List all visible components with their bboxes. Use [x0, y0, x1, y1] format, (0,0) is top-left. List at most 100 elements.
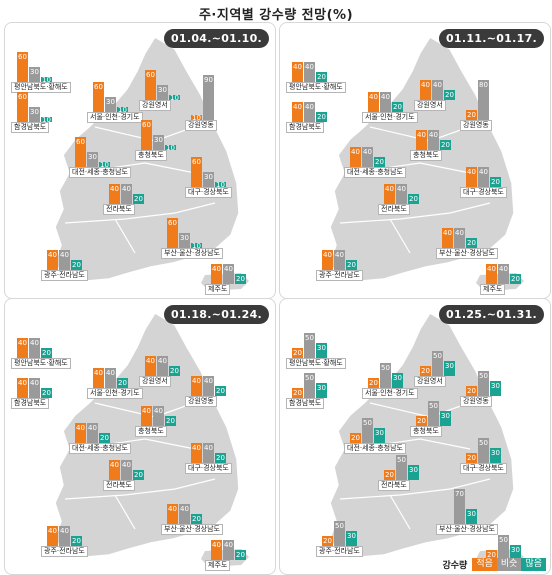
- bar-normal: 30: [153, 135, 164, 150]
- bar-normal: 40: [428, 130, 439, 150]
- bar-above-normal: 20: [117, 378, 128, 388]
- region-label: 전라북도: [103, 204, 135, 215]
- region-forecast: 40 40 20 광주·전라남도: [41, 500, 88, 557]
- region-forecast: 20 50 30 전라북도: [378, 434, 424, 491]
- bar-above-normal: 20: [392, 102, 403, 112]
- bar-normal: 40: [121, 184, 132, 204]
- region-label: 대구·경상북도: [185, 463, 232, 474]
- bar-above-normal: 20: [215, 453, 226, 463]
- bar-normal: 40: [223, 540, 234, 560]
- bar-above-normal: 20: [408, 194, 419, 204]
- bar-above-normal: 20: [440, 140, 451, 150]
- bar-below-normal: 20: [486, 550, 497, 560]
- region-forecast: 40 40 20 충청북도: [410, 104, 456, 161]
- bar-above-normal: 20: [316, 72, 327, 82]
- bar-above-normal: 10: [169, 94, 180, 102]
- region-label: 광주·전라남도: [316, 546, 363, 557]
- region-label: 광주·전라남도: [316, 270, 363, 281]
- region-label: 함경남북도: [286, 398, 325, 409]
- region-forecast: 40 40 20 평안남북도·황해도: [11, 312, 71, 369]
- period-label: 01.25.~01.31.: [438, 305, 544, 324]
- bar-below-normal: 40: [384, 184, 395, 204]
- region-label: 대구·경상북도: [460, 187, 507, 198]
- region-forecast: 20 50 30 강원영동: [460, 350, 506, 407]
- bar-normal: 40: [380, 92, 391, 112]
- bar-above-normal: 20: [71, 260, 82, 270]
- region-forecast: 20 50 30 대구·경상북도: [460, 417, 507, 474]
- forecast-panel: 01.25.~01.31. 20 50 30 평안남북도·황해도 20 50 30 함경남북도 2…: [279, 298, 551, 575]
- legend-normal: 비슷: [496, 558, 522, 571]
- bar-above-normal: 30: [374, 428, 385, 443]
- legend-high: 많음: [521, 558, 546, 571]
- region-forecast: 60 30 10 부산·울산·경상남도: [161, 202, 223, 259]
- bar-above-normal: 20: [165, 416, 176, 426]
- bar-above-normal: 20: [191, 514, 202, 524]
- region-label: 부산·울산·경상남도: [161, 248, 223, 259]
- region-label: 광주·전라남도: [41, 270, 88, 281]
- region-forecast: 40 40 20 강원영동: [185, 350, 231, 407]
- bar-normal: 50: [478, 371, 489, 396]
- bar-normal: 30: [203, 172, 214, 187]
- bar-normal: 30: [87, 152, 98, 167]
- region-label: 강원영동: [460, 120, 492, 131]
- region-label: 충청북도: [135, 150, 167, 161]
- region-label: 서울·인천·경기도: [87, 112, 143, 123]
- bar-above-normal: 30: [490, 381, 501, 396]
- legend-low: 적음: [472, 558, 497, 571]
- bar-above-normal: 20: [41, 388, 52, 398]
- bar-below-normal: 40: [322, 250, 333, 270]
- forecast-panel: 01.04.~01.10. 60 30 10 평안남북도·황해도 60 30 10 함경남북도 6…: [4, 22, 276, 299]
- region-label: 평안남북도·황해도: [11, 82, 71, 93]
- region-forecast: 40 40 20 제주도: [205, 238, 251, 295]
- bar-above-normal: 30: [444, 361, 455, 376]
- bar-normal: 50: [304, 333, 315, 358]
- bar-below-normal: 20: [384, 470, 395, 480]
- bar-normal: 70: [454, 489, 465, 524]
- bar-normal: 40: [105, 368, 116, 388]
- legend: 강수량 적음 비슷 많음: [442, 558, 546, 571]
- bar-above-normal: 10: [41, 76, 52, 84]
- bar-normal: 50: [380, 363, 391, 388]
- bar-below-normal: 20: [466, 110, 477, 120]
- region-forecast: 20 80 강원영동: [460, 74, 506, 131]
- bar-above-normal: 10: [41, 116, 52, 124]
- region-forecast: 60 30 10 강원영서: [139, 54, 185, 111]
- forecast-panel: 01.18.~01.24. 40 40 20 평안남북도·황해도 40 40 20 함경남북도 4…: [4, 298, 276, 575]
- bar-above-normal: 20: [444, 90, 455, 100]
- region-label: 제주도: [205, 284, 231, 295]
- bar-below-normal: 40: [167, 504, 178, 524]
- region-forecast: 40 40 20 함경남북도: [286, 76, 332, 133]
- region-forecast: 40 40 20 전라북도: [103, 158, 149, 215]
- bar-normal: 40: [304, 62, 315, 82]
- bar-below-normal: 40: [211, 540, 222, 560]
- region-label: 부산·울산·경상남도: [161, 524, 223, 535]
- region-forecast: 70 30 부산·울산·경상남도: [436, 478, 498, 535]
- region-forecast: 20 50 30 서울·인천·경기도: [362, 342, 418, 399]
- bar-below-normal: 40: [486, 264, 497, 284]
- bar-above-normal: 30: [510, 545, 521, 560]
- province-border: [114, 218, 136, 254]
- bar-above-normal: 20: [215, 386, 226, 396]
- region-forecast: 60 30 10 평안남북도·황해도: [11, 36, 71, 93]
- bar-above-normal: 30: [440, 411, 451, 426]
- bar-normal: 40: [304, 102, 315, 122]
- region-forecast: 60 30 10 서울·인천·경기도: [87, 66, 143, 123]
- bar-above-normal: 10: [99, 161, 110, 169]
- bar-below-normal: 40: [466, 167, 477, 187]
- bar-above-normal: 20: [510, 274, 521, 284]
- region-forecast: 40 40 20 제주도: [205, 514, 251, 571]
- region-label: 대전·세종·충청남도: [69, 443, 131, 454]
- bar-below-normal: 20: [420, 366, 431, 376]
- bar-normal: 40: [121, 460, 132, 480]
- bar-below-normal: 60: [141, 120, 152, 150]
- bar-below-normal: 40: [191, 376, 202, 396]
- bar-below-normal: 20: [350, 433, 361, 443]
- region-forecast: 40 40 20 전라북도: [103, 434, 149, 491]
- bar-below-normal: 40: [93, 368, 104, 388]
- region-forecast: 10 90 강원영동: [185, 74, 231, 131]
- bar-below-normal: 60: [17, 52, 28, 82]
- bar-normal: 40: [153, 406, 164, 426]
- bar-above-normal: 30: [316, 383, 327, 398]
- bar-normal: 40: [29, 338, 40, 358]
- region-label: 평안남북도·황해도: [286, 358, 346, 369]
